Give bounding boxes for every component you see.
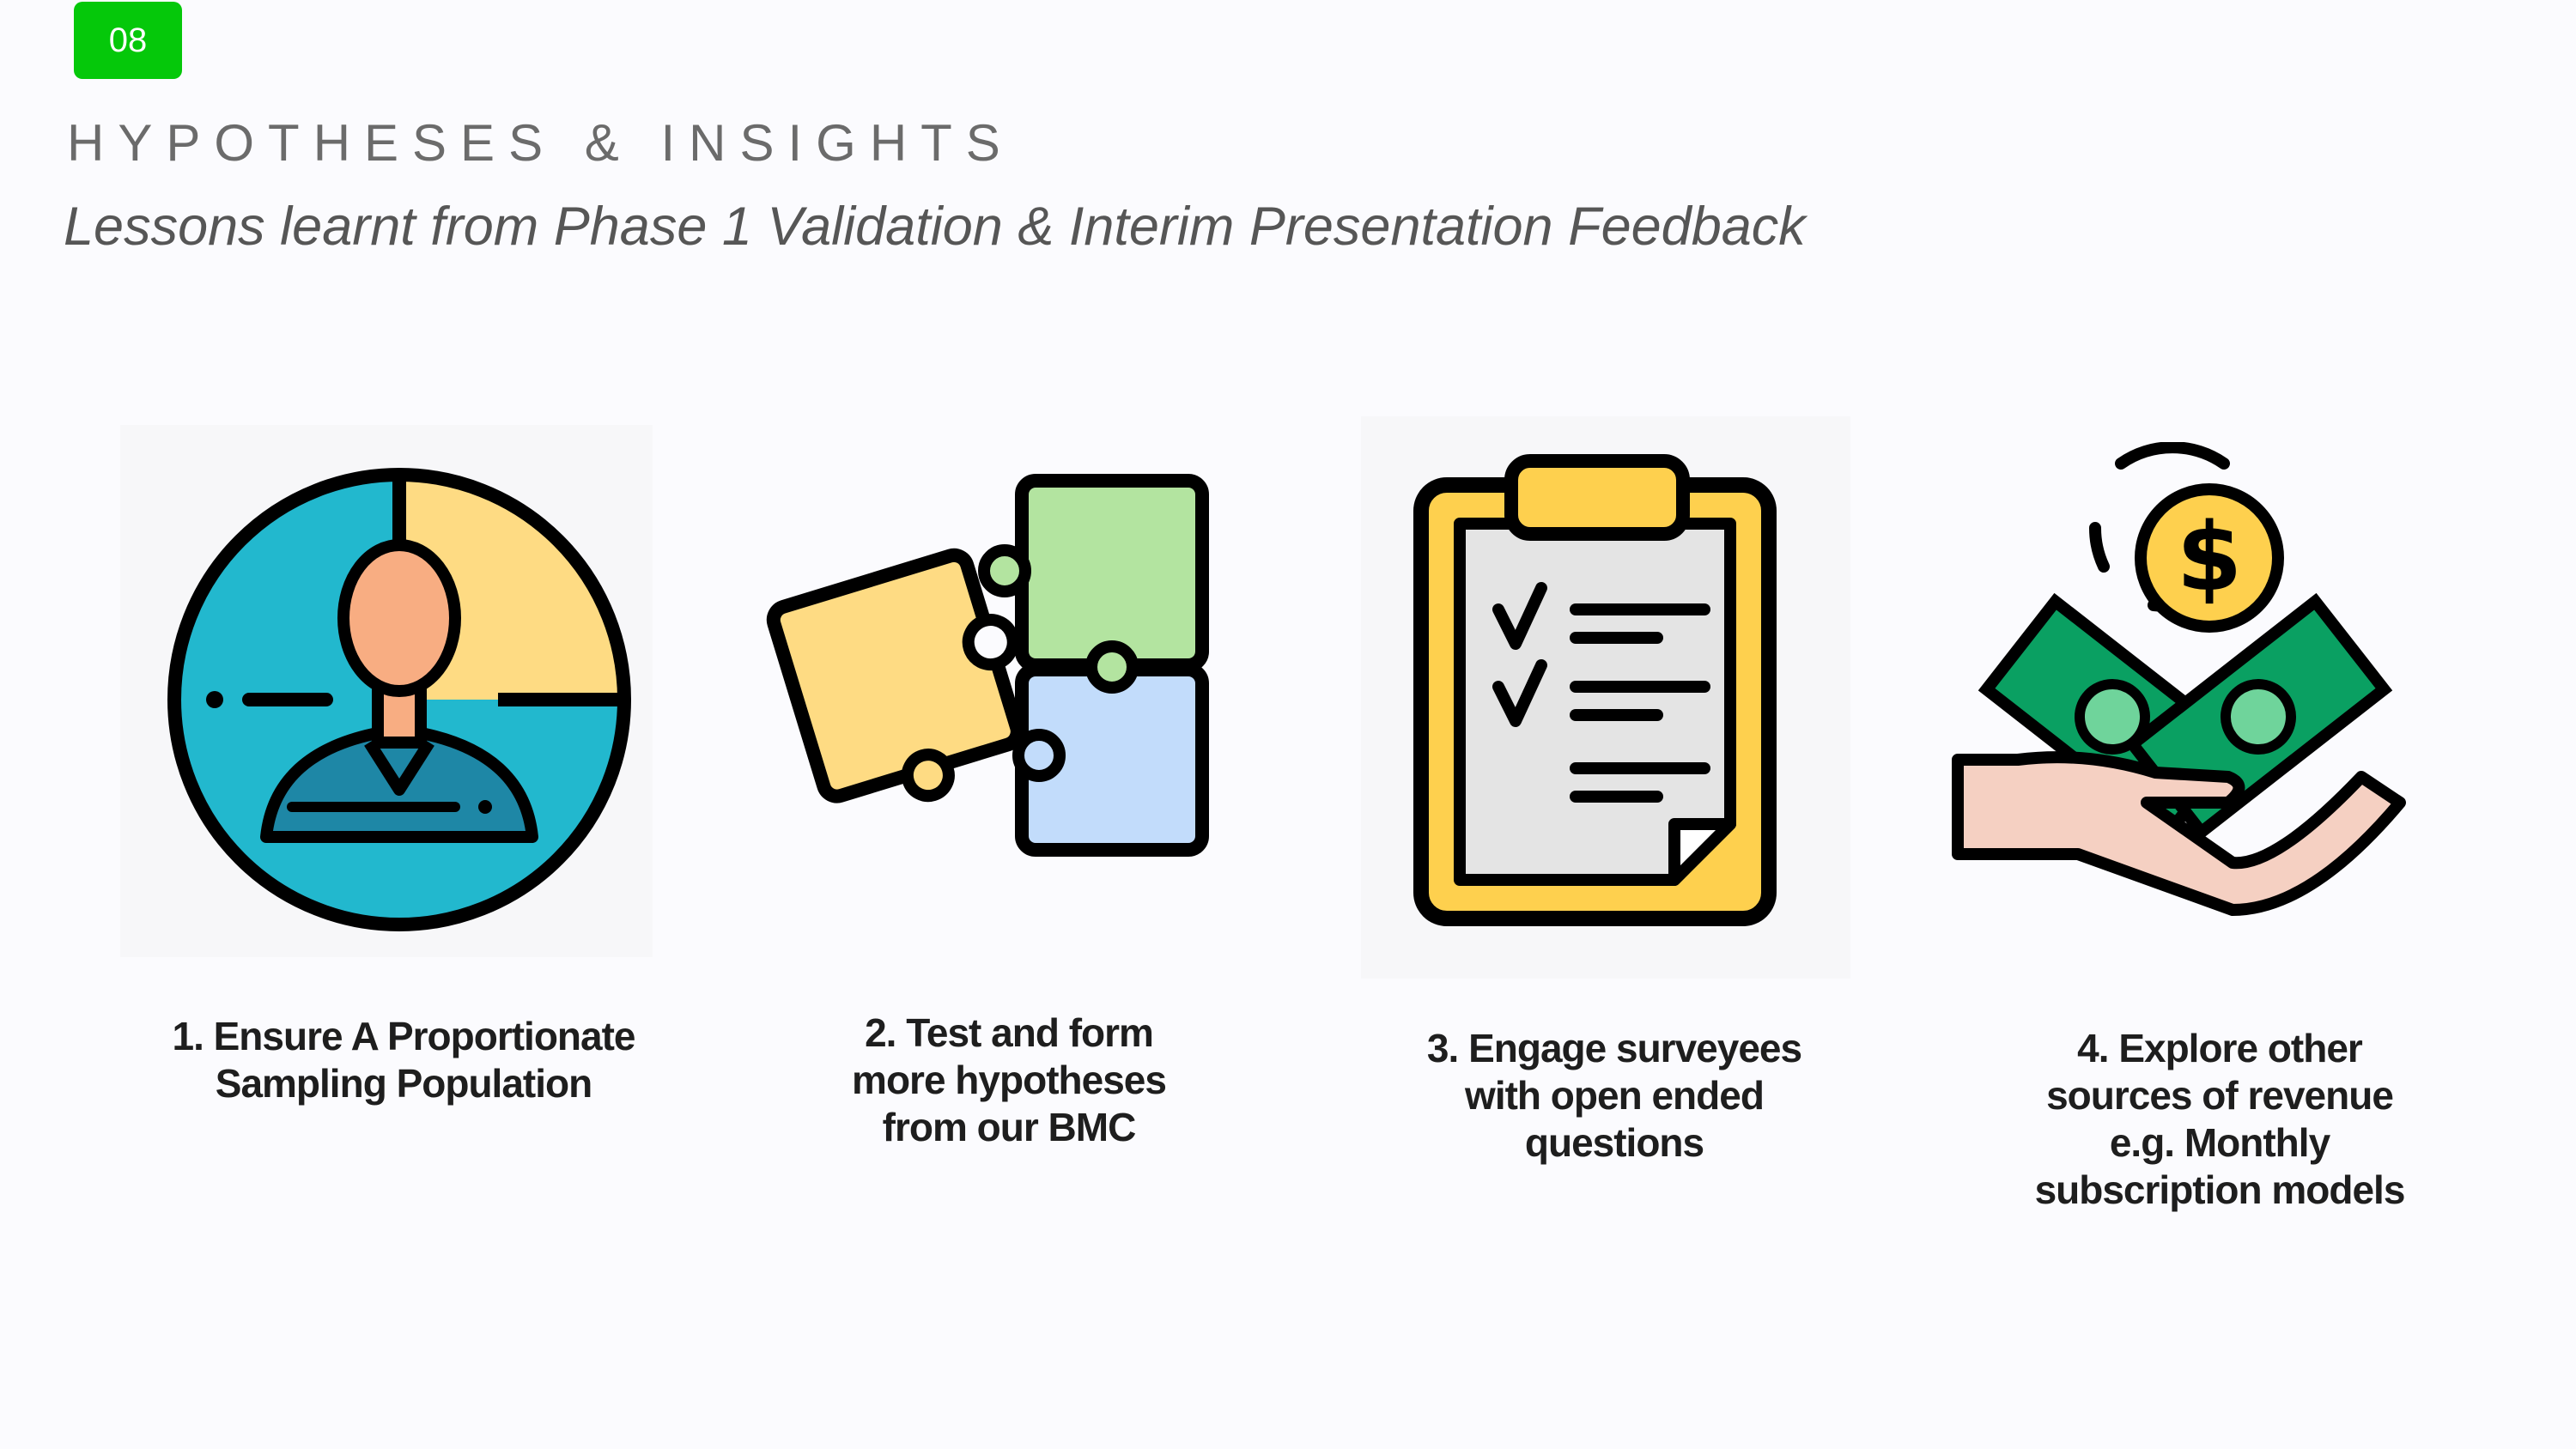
insight-4-line-4: subscription models	[2034, 1167, 2406, 1212]
insight-caption-3: 3. Engage surveyees with open ended ques…	[1374, 1025, 1855, 1167]
insight-caption-1: 1. Ensure A Proportionate Sampling Popul…	[137, 1013, 670, 1107]
money-hand-icon: $	[1949, 442, 2439, 923]
insight-2-line-1: 2. Test and form	[865, 1010, 1154, 1055]
insight-1-line-1: 1. Ensure A Proportionate	[172, 1014, 635, 1058]
clipboard-checklist-icon	[1361, 416, 1850, 979]
insight-4-line-3: e.g. Monthly	[2109, 1120, 2330, 1165]
insight-caption-4: 4. Explore other sources of revenue e.g.…	[1966, 1025, 2473, 1214]
insight-2-line-3: from our BMC	[882, 1105, 1137, 1149]
insight-4-line-2: sources of revenue	[2046, 1073, 2394, 1118]
insight-1-line-2: Sampling Population	[215, 1061, 592, 1106]
insight-3-line-3: questions	[1524, 1120, 1704, 1165]
insight-3-line-1: 3. Engage surveyees	[1426, 1026, 1802, 1070]
svg-text:$: $	[2177, 502, 2243, 612]
slide-number-badge: 08	[74, 2, 182, 79]
slide-subtitle: Lessons learnt from Phase 1 Validation &…	[64, 197, 1806, 257]
puzzle-icon	[756, 468, 1219, 863]
section-title: HYPOTHESES & INSIGHTS	[67, 114, 1014, 172]
target-person-icon	[120, 425, 653, 957]
insight-4-line-1: 4. Explore other	[2077, 1026, 2363, 1070]
insight-2-line-2: more hypotheses	[852, 1058, 1167, 1102]
insight-caption-2: 2. Test and form more hypotheses from ou…	[773, 1009, 1245, 1151]
insight-3-line-2: with open ended	[1465, 1073, 1765, 1118]
